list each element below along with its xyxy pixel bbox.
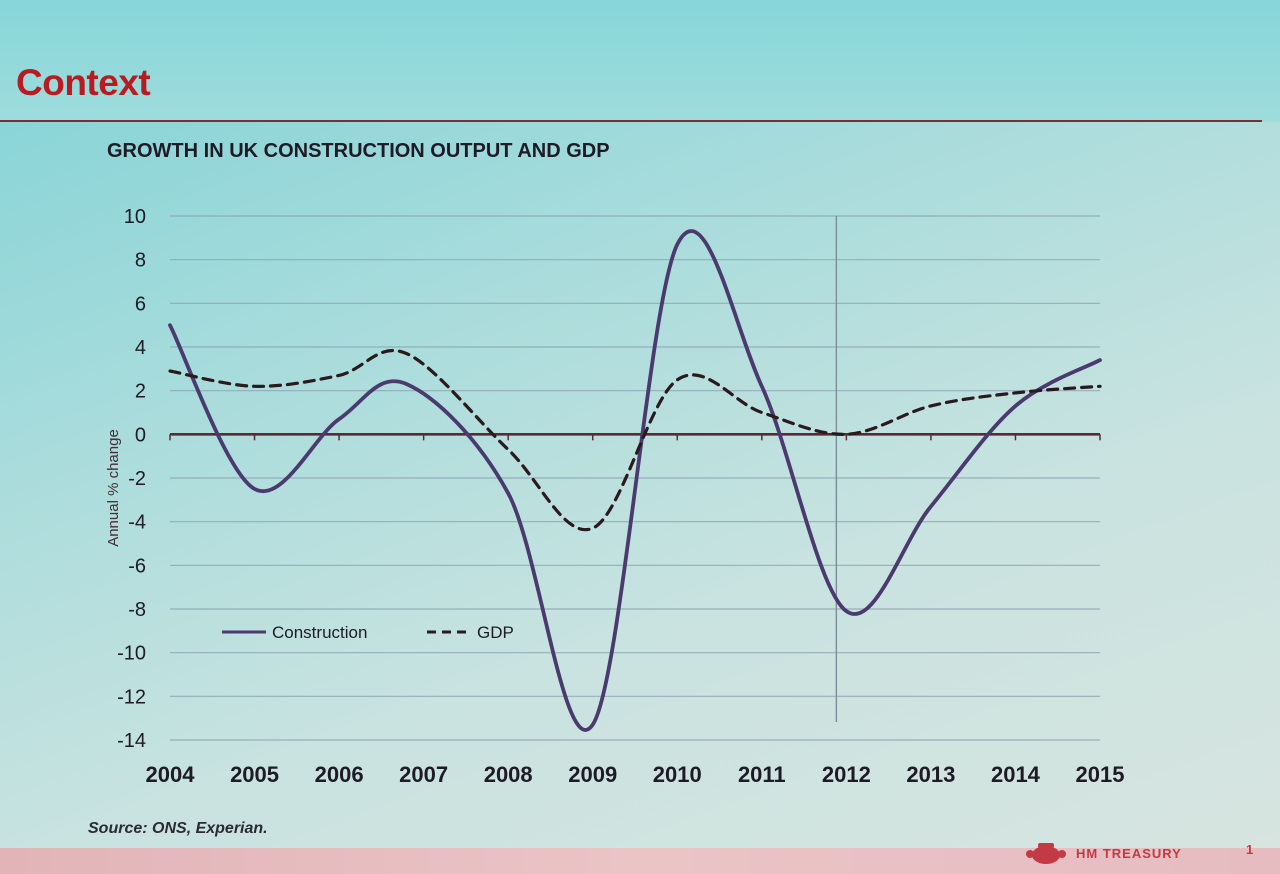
x-tick-label: 2007 [399, 762, 448, 787]
y-tick-label: -10 [117, 643, 146, 665]
legend-label-gdp: GDP [477, 623, 514, 642]
x-tick-label: 2012 [822, 762, 871, 787]
page-number: 1 [1246, 842, 1254, 857]
data-point-construction [760, 384, 764, 388]
data-point-gdp [929, 404, 933, 408]
data-point-gdp [405, 352, 409, 356]
data-point-gdp [1013, 391, 1017, 395]
x-tick-label: 2009 [568, 762, 617, 787]
crest-icon [1026, 843, 1066, 864]
data-point-construction [506, 491, 510, 495]
data-point-construction [675, 242, 679, 246]
title-divider [0, 120, 1262, 122]
data-point-gdp [760, 411, 764, 415]
footer-brand: HM TREASURY [1024, 840, 1182, 866]
data-point-construction [844, 609, 848, 613]
x-tick-label: 2005 [230, 762, 279, 787]
data-point-gdp [253, 384, 257, 388]
x-tick-label: 2011 [738, 762, 786, 787]
chart-title: GROWTH IN UK CONSTRUCTION OUTPUT AND GDP [107, 140, 610, 162]
data-point-gdp [591, 526, 595, 530]
data-point-gdp [844, 432, 848, 436]
y-tick-label: -8 [128, 599, 146, 621]
x-tick-label: 2008 [484, 762, 533, 787]
data-point-construction [168, 323, 172, 327]
data-point-construction [591, 723, 595, 727]
data-point-gdp [168, 369, 172, 373]
x-tick-label: 2004 [146, 762, 196, 787]
series-line-construction [168, 229, 1102, 732]
data-point-gdp [506, 448, 510, 452]
x-tick-label: 2006 [315, 762, 364, 787]
y-tick-label: -12 [117, 686, 146, 708]
y-tick-label: 2 [135, 381, 146, 403]
y-tick-label: -2 [128, 468, 146, 490]
y-tick-label: -14 [117, 730, 146, 752]
y-tick-label: 4 [135, 337, 146, 359]
brand-name: HM TREASURY [1076, 845, 1182, 861]
series-line-gdp [168, 348, 1102, 532]
data-point-construction [253, 487, 257, 491]
footer-band [0, 848, 1280, 874]
x-tick-label: 2015 [1076, 762, 1125, 787]
y-tick-label: 0 [135, 424, 146, 446]
data-point-construction [929, 504, 933, 508]
data-point-gdp [337, 373, 341, 377]
source-note: Source: ONS, Experian. [88, 820, 268, 837]
y-tick-label: 10 [124, 206, 146, 228]
y-tick-label: 8 [135, 250, 146, 272]
data-point-construction [337, 417, 341, 421]
data-point-gdp [1098, 384, 1102, 388]
y-tick-label: 6 [135, 293, 146, 315]
data-point-construction [1098, 358, 1102, 362]
title-band [0, 0, 1280, 122]
legend-label-construction: Construction [272, 623, 367, 642]
y-tick-label: -4 [128, 512, 146, 534]
x-tick-label: 2010 [653, 762, 702, 787]
x-tick-label: 2014 [991, 762, 1041, 787]
data-point-construction [1013, 404, 1017, 408]
data-point-construction [405, 382, 409, 386]
data-point-gdp [675, 378, 679, 382]
x-tick-label: 2013 [906, 762, 955, 787]
y-tick-label: -6 [128, 555, 146, 577]
y-axis-title: Annual % change [105, 429, 122, 547]
slide-title: Context [16, 62, 151, 103]
